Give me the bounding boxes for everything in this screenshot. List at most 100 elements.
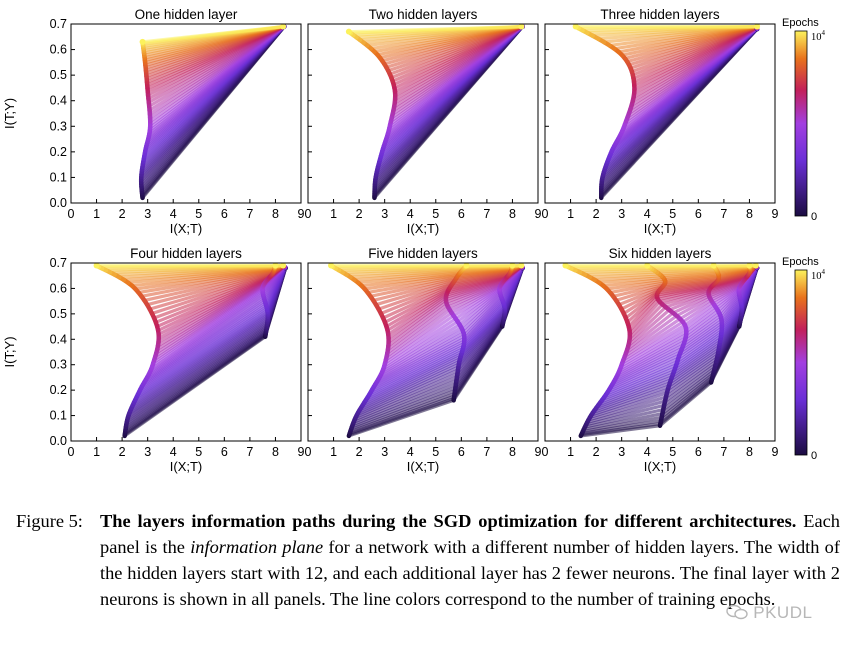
caption-title: The layers information paths during the … [100,511,797,531]
final-epoch-marker [572,24,579,30]
x-tick-label: 9 [772,445,779,459]
x-tick-label: 6 [458,207,465,221]
caption-body: The layers information paths during the … [100,508,840,612]
y-tick-label: 0.0 [50,196,67,210]
colorbar-gradient [794,30,808,217]
panel-3: 0 1 2 3 4 5 6 7 8 9 Three hidden layers I(X;T) [542,7,779,236]
final-epoch-marker [139,38,146,45]
colorbar-bottom: Epochs 104 0 [782,256,826,462]
plot-area [562,263,760,439]
y-tick-label: 0.0 [50,434,67,448]
panel-6: 0 1 2 3 4 5 6 7 8 9 Six hidden layers I(X;T) [542,246,779,474]
y-tick-label: 0.1 [50,409,67,423]
epoch-line [348,25,522,34]
x-tick-label: 2 [593,445,600,459]
x-tick-label: 3 [381,207,388,221]
x-tick-label: 8 [746,445,753,459]
plot-frame [70,23,302,204]
x-tick-label: 3 [618,445,625,459]
x-tick-label: 0 [542,207,549,221]
final-epoch-marker [463,263,470,269]
x-tick-label: 4 [170,445,177,459]
panel-5: 0 1 2 3 4 5 6 7 8 9 Five hidden layers I(X;T) [305,246,542,474]
x-tick-label: 6 [221,207,228,221]
x-tick-label: 3 [618,207,625,221]
panel-title: Four hidden layers [130,246,242,261]
caption-text: for a network with a different number of… [100,537,840,609]
watermark: PKUDL [726,603,812,623]
colorbar-min-label: 0 [811,211,817,223]
x-tick-label: 5 [432,207,439,221]
final-epoch-marker [280,263,287,269]
x-tick-label: 4 [407,445,414,459]
caption-label: Figure 5: [16,511,83,531]
x-tick-label: 2 [593,207,600,221]
y-axis-label: I(T;Y) [2,336,17,367]
colorbar-max-label: 104 [811,29,826,43]
y-tick-label: 0.5 [50,307,67,321]
colorbar-min-label: 0 [811,450,817,462]
x-tick-label: 8 [272,445,279,459]
x-tick-label: 9 [772,207,779,221]
x-tick-label: 7 [720,445,727,459]
x-tick-label: 1 [567,445,574,459]
x-tick-label: 1 [567,207,574,221]
wechat-icon [726,604,748,620]
y-tick-label: 0.5 [50,68,67,82]
plot-frame [307,262,539,442]
x-tick-label: 5 [669,207,676,221]
x-tick-label: 5 [669,445,676,459]
final-epoch-marker [644,263,651,269]
plot-area [138,24,287,201]
panel-title: Six hidden layers [609,246,712,261]
x-tick-label: 2 [119,445,126,459]
x-tick-label: 6 [458,445,465,459]
plot-area [345,24,525,201]
caption-text: Each panel is the [100,511,840,557]
final-epoch-marker [746,263,753,269]
plot-frame [307,23,539,204]
x-axis-label: I(X;T) [407,459,440,474]
x-tick-label: 2 [356,445,363,459]
x-tick-label: 6 [221,445,228,459]
y-tick-label: 0.3 [50,119,67,133]
plot-area [93,263,288,439]
panel-title: Three hidden layers [600,7,720,22]
x-tick-label: 7 [483,207,490,221]
plot-frame [544,23,776,204]
x-tick-label: 1 [93,445,100,459]
plot-frame [70,262,302,442]
x-tick-label: 0 [68,207,75,221]
x-tick-label: 4 [407,207,414,221]
final-epoch-marker [509,263,516,269]
x-axis-label: I(X;T) [644,221,677,236]
x-tick-label: 2 [119,207,126,221]
plot-area [328,263,525,439]
x-tick-label: 5 [195,207,202,221]
colorbar-top: Epochs 104 0 [782,17,826,223]
final-epoch-marker [272,263,279,269]
x-tick-label: 3 [144,207,151,221]
y-tick-label: 0.7 [50,17,67,31]
x-tick-label: 4 [644,207,651,221]
final-epoch-marker [754,24,761,30]
x-tick-label: 9 [298,445,305,459]
final-epoch-marker [562,263,569,269]
final-epoch-marker [710,263,717,269]
final-epoch-marker [93,263,100,269]
colorbar-label: Epochs [782,17,819,29]
y-tick-label: 0.4 [50,94,67,108]
plot-frame [544,262,776,442]
x-tick-label: 7 [720,207,727,221]
x-tick-label: 7 [246,207,253,221]
panel-title: Five hidden layers [368,246,478,261]
x-tick-label: 9 [535,445,542,459]
y-tick-label: 0.6 [50,281,67,295]
x-tick-label: 0 [542,445,549,459]
colorbar-label: Epochs [782,256,819,268]
x-tick-label: 8 [509,207,516,221]
final-epoch-marker [280,24,287,30]
final-epoch-marker [518,263,525,269]
y-tick-label: 0.1 [50,170,67,184]
panel-1: 0 1 2 3 4 5 6 7 8 9 0.0 0.1 0.2 0.3 0.4 0.5 0.6 0.7 One hi… [2,7,305,236]
